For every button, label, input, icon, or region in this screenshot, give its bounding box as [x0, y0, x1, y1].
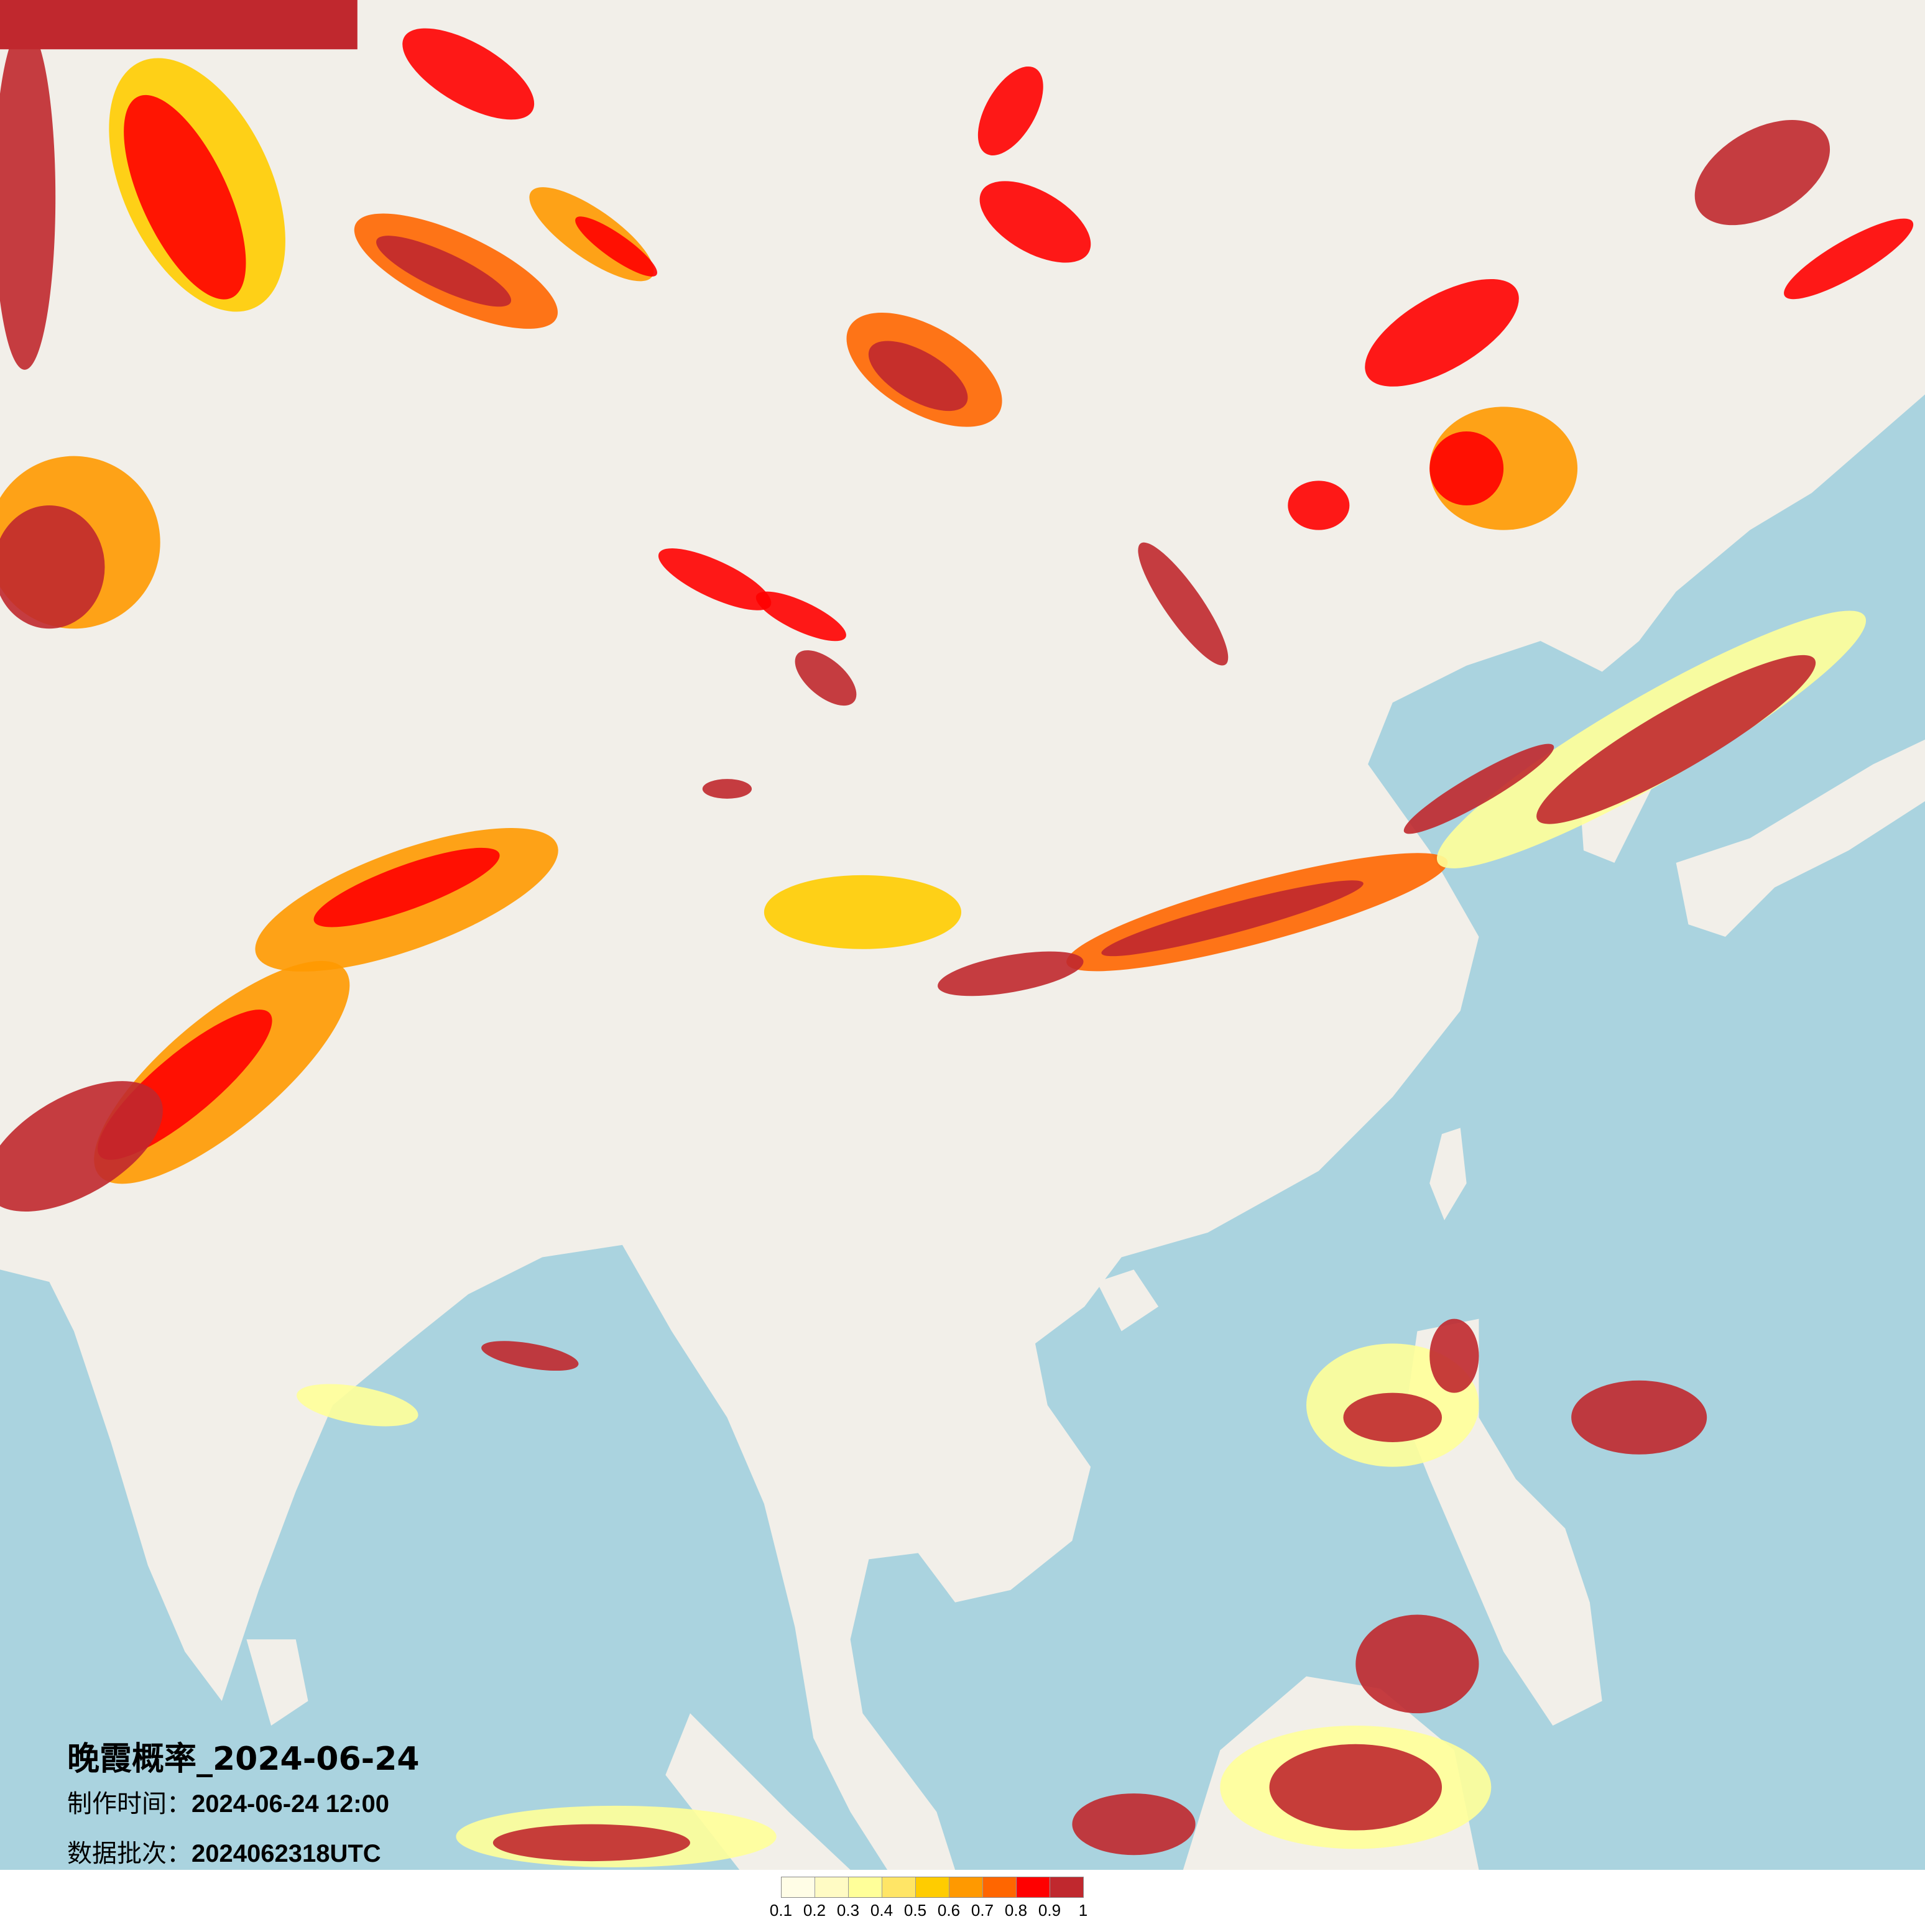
legend-label: 1: [1078, 1901, 1088, 1920]
legend-label: 0.9: [1038, 1901, 1061, 1920]
probability-layer: [0, 0, 1914, 1868]
legend-labels: 0.1 0.2 0.3 0.4 0.5 0.6 0.7 0.8 0.9 1: [769, 1901, 1169, 1926]
probability-area: [977, 66, 1043, 155]
probability-area: [1072, 1793, 1196, 1856]
legend-swatch: [916, 1877, 949, 1897]
legend-label: 0.2: [803, 1901, 826, 1920]
probability-area: [795, 650, 857, 706]
probability-area: [1101, 880, 1364, 957]
production-time-value: 2024-06-24 12:00: [192, 1790, 390, 1818]
probability-area: [1571, 1380, 1707, 1455]
probability-area: [938, 951, 1084, 996]
probability-area: [0, 505, 105, 629]
legend-label: 0.1: [769, 1901, 793, 1920]
hainan-island: [1097, 1269, 1159, 1332]
probability-area: [764, 875, 962, 949]
legend-label: 0.3: [836, 1901, 860, 1920]
probability-area: [702, 779, 752, 799]
probability-area: [1355, 1614, 1479, 1714]
probability-area: [1288, 481, 1350, 530]
japan-islands: [1676, 739, 1925, 937]
probability-area: [1269, 1744, 1443, 1831]
data-batch: 数据批次：2024062318UTC: [67, 1834, 420, 1873]
production-time: 制作时间：2024-06-24 12:00: [67, 1785, 420, 1823]
legend-swatch: [782, 1877, 815, 1897]
probability-area: [0, 24, 56, 370]
legend-swatch: [1050, 1877, 1083, 1897]
title-block: 晚霞概率_2024-06-24 制作时间：2024-06-24 12:00 数据…: [67, 1737, 420, 1873]
probability-area: [1429, 431, 1504, 505]
legend-swatch: [949, 1877, 983, 1897]
probability-area: [868, 341, 968, 412]
legend-swatch: [983, 1877, 1017, 1897]
probability-area: [1694, 120, 1830, 226]
probability-area: [755, 591, 846, 642]
production-time-label: 制作时间：: [67, 1790, 192, 1818]
probability-area: [313, 847, 500, 927]
color-legend: [781, 1877, 1084, 1898]
probability-area: [1429, 1318, 1479, 1393]
sri-lanka: [246, 1639, 308, 1726]
legend-label: 0.4: [870, 1901, 893, 1920]
probability-area: [979, 181, 1091, 263]
probability-area: [1536, 655, 1816, 824]
probability-area: [1365, 278, 1519, 387]
legend-label: 0.8: [1004, 1901, 1028, 1920]
legend-label: 0.5: [903, 1901, 927, 1920]
probability-area: [0, 1081, 163, 1212]
legend-swatch: [849, 1877, 882, 1897]
legend-swatch: [815, 1877, 849, 1897]
probability-area: [1343, 1392, 1443, 1442]
taiwan-island: [1429, 1128, 1467, 1221]
data-batch-label: 数据批次：: [67, 1839, 192, 1868]
legend-label: 0.6: [937, 1901, 961, 1920]
probability-area: [124, 94, 246, 300]
probability-area: [492, 1824, 690, 1862]
map-title: 晚霞概率_2024-06-24: [67, 1741, 420, 1778]
probability-area: [481, 1341, 579, 1371]
legend-label: 0.7: [971, 1901, 994, 1920]
legend-swatch: [1017, 1877, 1050, 1897]
map-canvas[interactable]: [0, 0, 1925, 1870]
probability-area: [575, 216, 657, 277]
legend-swatch: [882, 1877, 916, 1897]
probability-area: [297, 1384, 418, 1427]
probability-area: [1403, 743, 1554, 834]
probability-area: [658, 548, 772, 610]
probability-area: [402, 28, 535, 120]
data-batch-value: 2024062318UTC: [192, 1840, 381, 1867]
probability-area: [1784, 218, 1914, 300]
probability-area: [1138, 542, 1229, 666]
probability-area: [0, 0, 358, 50]
probability-area: [376, 236, 512, 307]
